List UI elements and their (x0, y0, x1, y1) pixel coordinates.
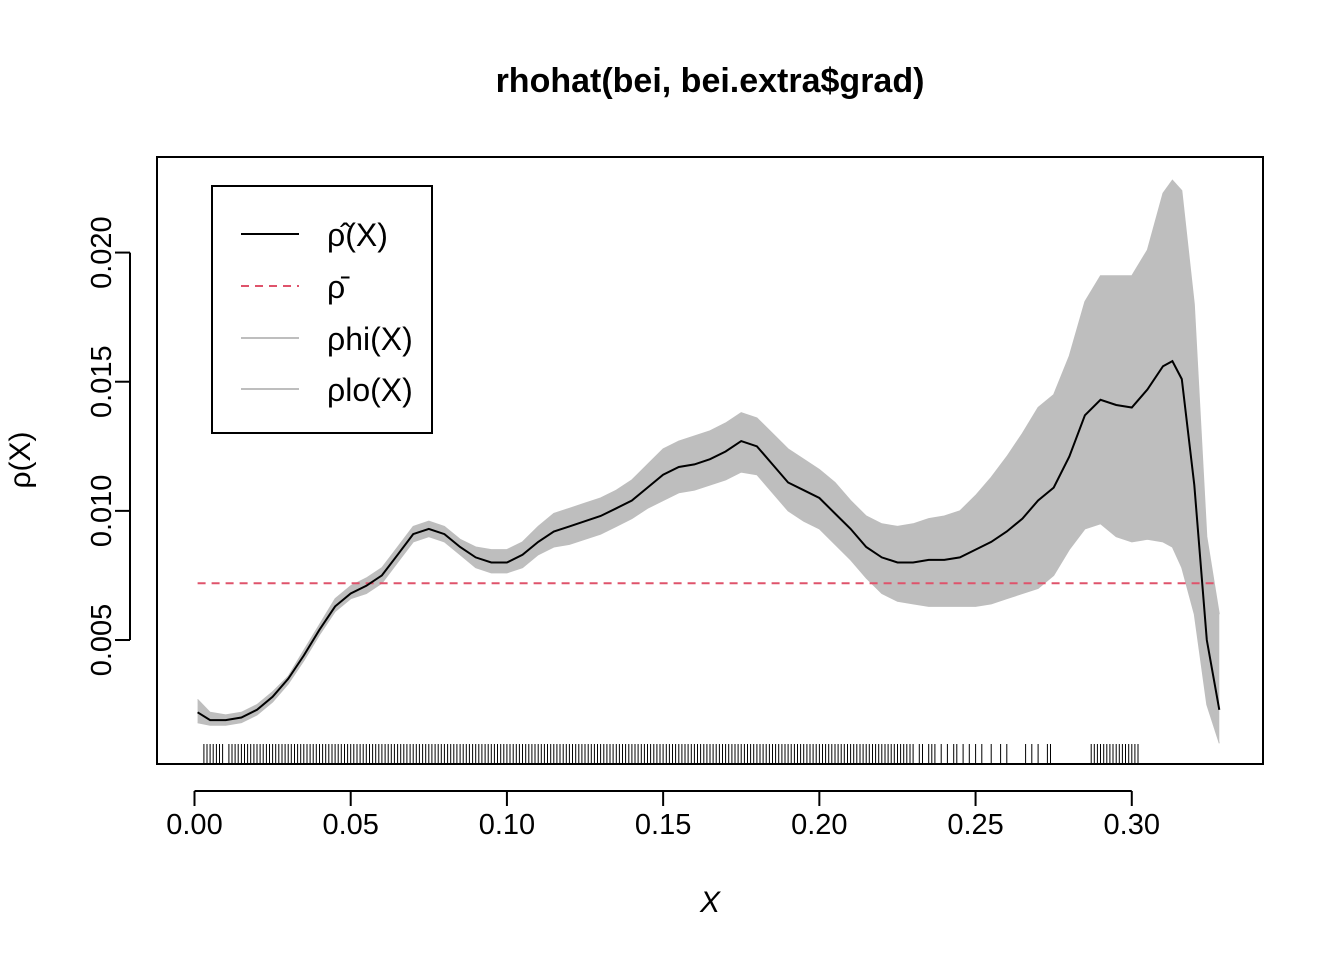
legend-label-rho-hat: ρ̂(X) (327, 217, 388, 253)
x-axis-label: X (699, 886, 721, 919)
legend: ρ̂(X) ρ̄ ρhi(X) ρlo(X) (211, 185, 433, 434)
series-line-rho-lo (197, 471, 1220, 744)
y-tick-label: 0.010 (86, 475, 118, 548)
x-tick-label: 0.20 (791, 809, 847, 841)
y-axis: 0.005 0.010 0.015 0.020 (86, 216, 131, 677)
y-tick-label: 0.005 (86, 604, 118, 677)
series-line-rho-hat (197, 359, 1221, 722)
plot-area (197, 179, 1221, 764)
confidence-band (197, 180, 1220, 744)
x-tick-label: 0.15 (635, 809, 691, 841)
x-tick-label: 0.00 (166, 809, 222, 841)
plot-frame (156, 156, 1264, 765)
legend-label-rho-lo: ρlo(X) (327, 372, 413, 408)
chart-title: rhohat(bei, bei.extra$grad) (496, 62, 925, 100)
x-tick-label: 0.10 (479, 809, 535, 841)
legend-box (211, 185, 433, 434)
x-tick-label: 0.30 (1104, 809, 1160, 841)
legend-label-rho-hi: ρhi(X) (327, 321, 413, 357)
rug-plot (203, 744, 1139, 764)
y-tick-label: 0.015 (86, 345, 118, 418)
legend-label-rho-bar: ρ̄ (327, 269, 350, 305)
series-line-rho-hi (197, 179, 1220, 716)
y-axis-label: ρ(X) (4, 431, 37, 488)
x-tick-label: 0.25 (947, 809, 1003, 841)
x-axis: 0.00 0.05 0.10 0.15 0.20 0.25 0.30 (166, 790, 1160, 841)
x-tick-label: 0.05 (322, 809, 378, 841)
y-tick-label: 0.020 (86, 216, 118, 289)
